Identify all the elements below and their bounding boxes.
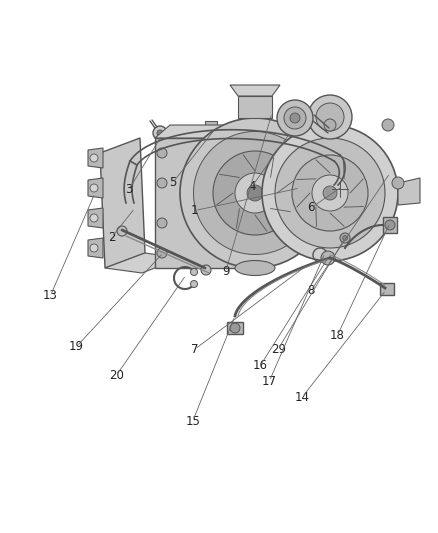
Text: 3: 3 xyxy=(126,183,133,196)
Circle shape xyxy=(316,103,344,131)
Text: 19: 19 xyxy=(69,340,84,353)
Circle shape xyxy=(343,236,347,240)
Circle shape xyxy=(340,233,350,243)
Circle shape xyxy=(321,251,335,265)
Circle shape xyxy=(191,280,198,287)
Polygon shape xyxy=(88,148,103,168)
Circle shape xyxy=(275,138,385,248)
Text: 20: 20 xyxy=(109,369,124,382)
Circle shape xyxy=(90,214,98,222)
Circle shape xyxy=(262,125,398,261)
Circle shape xyxy=(157,148,167,158)
Circle shape xyxy=(157,218,167,228)
Polygon shape xyxy=(88,238,103,258)
Text: 15: 15 xyxy=(185,415,200,427)
Polygon shape xyxy=(88,178,103,198)
Bar xyxy=(238,96,272,118)
Text: 18: 18 xyxy=(330,329,345,342)
Circle shape xyxy=(284,107,306,129)
Circle shape xyxy=(308,95,352,139)
Ellipse shape xyxy=(120,197,139,225)
Text: 16: 16 xyxy=(253,359,268,372)
Polygon shape xyxy=(88,208,103,228)
Circle shape xyxy=(382,119,394,131)
Circle shape xyxy=(323,186,337,200)
Text: 5: 5 xyxy=(170,176,177,189)
Circle shape xyxy=(157,248,167,258)
Circle shape xyxy=(233,178,243,188)
Circle shape xyxy=(277,100,313,136)
Circle shape xyxy=(233,148,243,158)
Circle shape xyxy=(233,248,243,258)
Circle shape xyxy=(233,218,243,228)
Circle shape xyxy=(334,183,346,195)
Text: 9: 9 xyxy=(222,265,230,278)
Text: 1: 1 xyxy=(191,204,199,217)
Bar xyxy=(227,322,243,334)
Text: 6: 6 xyxy=(307,201,315,214)
Circle shape xyxy=(290,113,300,123)
Ellipse shape xyxy=(235,261,275,276)
Polygon shape xyxy=(100,138,145,268)
Text: 17: 17 xyxy=(262,375,277,387)
Bar xyxy=(155,138,245,268)
Bar xyxy=(330,179,350,199)
Circle shape xyxy=(90,184,98,192)
Circle shape xyxy=(230,323,240,333)
Text: 7: 7 xyxy=(191,343,199,356)
Text: 14: 14 xyxy=(295,391,310,403)
Circle shape xyxy=(191,269,198,276)
Text: 13: 13 xyxy=(43,289,58,302)
Circle shape xyxy=(235,173,275,213)
Circle shape xyxy=(117,226,127,236)
Circle shape xyxy=(392,177,404,189)
Circle shape xyxy=(90,244,98,252)
Text: 2: 2 xyxy=(108,231,116,244)
Polygon shape xyxy=(245,125,260,268)
Circle shape xyxy=(292,155,368,231)
Circle shape xyxy=(385,220,395,230)
Circle shape xyxy=(247,185,263,201)
Text: 8: 8 xyxy=(307,284,314,297)
Circle shape xyxy=(213,151,297,235)
Polygon shape xyxy=(105,253,180,273)
Circle shape xyxy=(324,119,336,131)
Circle shape xyxy=(312,175,348,211)
Polygon shape xyxy=(194,132,317,254)
Circle shape xyxy=(153,126,167,140)
Bar xyxy=(380,283,394,295)
Polygon shape xyxy=(398,178,420,205)
Ellipse shape xyxy=(125,202,135,220)
Polygon shape xyxy=(155,125,260,138)
Circle shape xyxy=(201,265,211,275)
Circle shape xyxy=(157,178,167,188)
Text: 4: 4 xyxy=(248,180,256,193)
Text: 29: 29 xyxy=(271,343,286,356)
Circle shape xyxy=(90,154,98,162)
Polygon shape xyxy=(230,85,280,96)
Circle shape xyxy=(157,130,163,136)
Bar xyxy=(205,121,217,131)
Bar xyxy=(383,217,397,233)
Circle shape xyxy=(180,118,330,268)
